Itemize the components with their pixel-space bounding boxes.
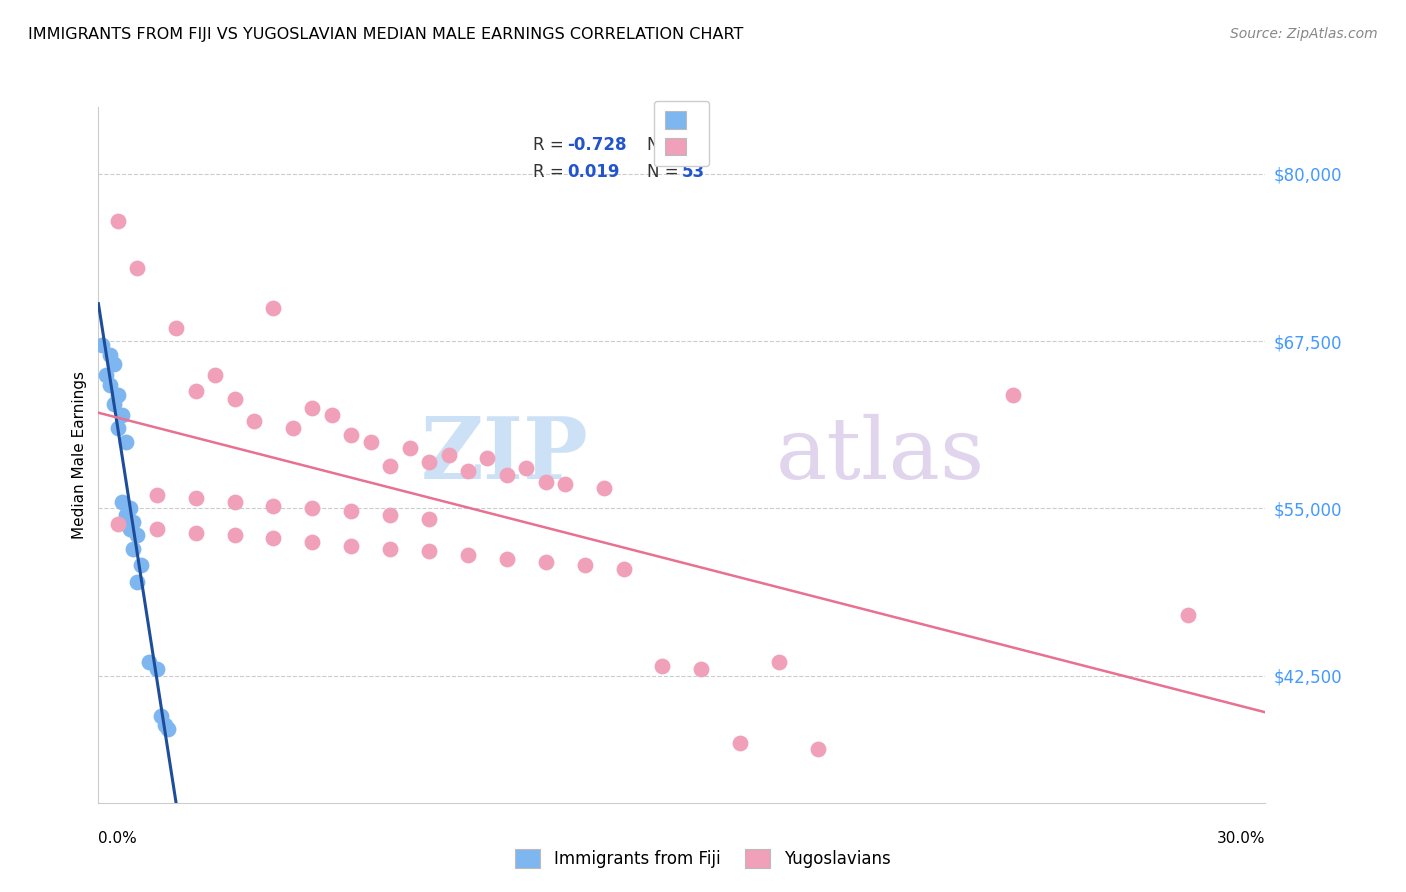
Point [515,461,537,475]
Point [122,541,145,556]
Text: Source: ZipAtlas.com: Source: ZipAtlas.com [1230,27,1378,41]
Point [593,482,616,496]
Point [122,515,145,529]
Point [149,708,172,723]
Point [107,517,129,532]
Text: -0.728: -0.728 [568,136,627,154]
Point [534,555,557,569]
Point [690,662,713,676]
Point [107,213,129,227]
Point [146,662,169,676]
Point [534,475,557,489]
Text: ZIP: ZIP [420,413,589,497]
Legend: Immigrants from Fiji, Yugoslavians: Immigrants from Fiji, Yugoslavians [509,842,897,875]
Point [184,525,207,540]
Point [380,541,402,556]
Point [98,347,121,362]
Text: 30.0%: 30.0% [1218,830,1265,846]
Point [91,338,114,352]
Point [165,320,187,334]
Point [807,742,830,756]
Point [340,504,363,518]
Point [146,488,169,502]
Point [111,494,134,508]
Point [768,655,790,669]
Point [281,421,304,435]
Text: N =: N = [647,162,683,180]
Point [157,723,180,737]
Point [127,528,149,542]
Text: R =: R = [533,162,568,180]
Point [103,357,125,371]
Point [243,414,266,428]
Point [574,558,596,572]
Text: N =: N = [647,136,683,154]
Point [114,434,136,449]
Point [554,477,576,491]
Point [184,384,207,398]
Point [321,408,343,422]
Point [127,574,149,589]
Point [457,464,479,478]
Point [477,450,499,465]
Point [224,494,246,508]
Point [107,387,129,401]
Point [496,552,519,566]
Point [1001,387,1024,401]
Text: 0.019: 0.019 [568,162,620,180]
Point [96,368,118,382]
Point [301,501,323,516]
Point [114,508,136,523]
Point [127,260,149,275]
Point [437,448,460,462]
Point [730,735,752,749]
Point [184,491,207,505]
Point [380,508,402,523]
Point [380,458,402,473]
Legend: , : , [654,101,710,166]
Point [107,421,129,435]
Point [301,534,323,549]
Point [1177,608,1199,623]
Point [418,455,440,469]
Point [98,378,121,392]
Text: IMMIGRANTS FROM FIJI VS YUGOSLAVIAN MEDIAN MALE EARNINGS CORRELATION CHART: IMMIGRANTS FROM FIJI VS YUGOSLAVIAN MEDI… [28,27,744,42]
Point [496,467,519,482]
Point [613,562,636,576]
Point [129,558,152,572]
Text: 0.0%: 0.0% [98,830,138,846]
Point [262,531,284,545]
Point [651,659,673,673]
Point [262,301,284,315]
Text: atlas: atlas [775,413,984,497]
Point [398,442,420,455]
Point [262,499,284,513]
Point [204,368,226,382]
Point [360,434,382,449]
Point [146,521,169,535]
Text: R =: R = [533,136,568,154]
Point [118,501,141,516]
Point [138,655,160,669]
Point [301,401,323,415]
Point [340,539,363,553]
Text: 24: 24 [682,136,706,154]
Point [103,397,125,411]
Point [224,528,246,542]
Point [418,512,440,526]
Text: 53: 53 [682,162,704,180]
Point [457,548,479,563]
Point [153,718,176,732]
Point [418,544,440,558]
Point [224,392,246,406]
Point [118,521,141,535]
Y-axis label: Median Male Earnings: Median Male Earnings [72,371,87,539]
Point [340,427,363,442]
Point [111,408,134,422]
